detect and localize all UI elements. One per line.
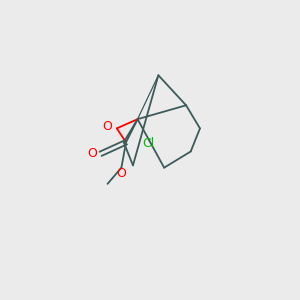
Text: O: O [88, 147, 98, 160]
Text: O: O [116, 167, 126, 180]
Text: Cl: Cl [142, 137, 154, 150]
Text: O: O [103, 120, 112, 133]
